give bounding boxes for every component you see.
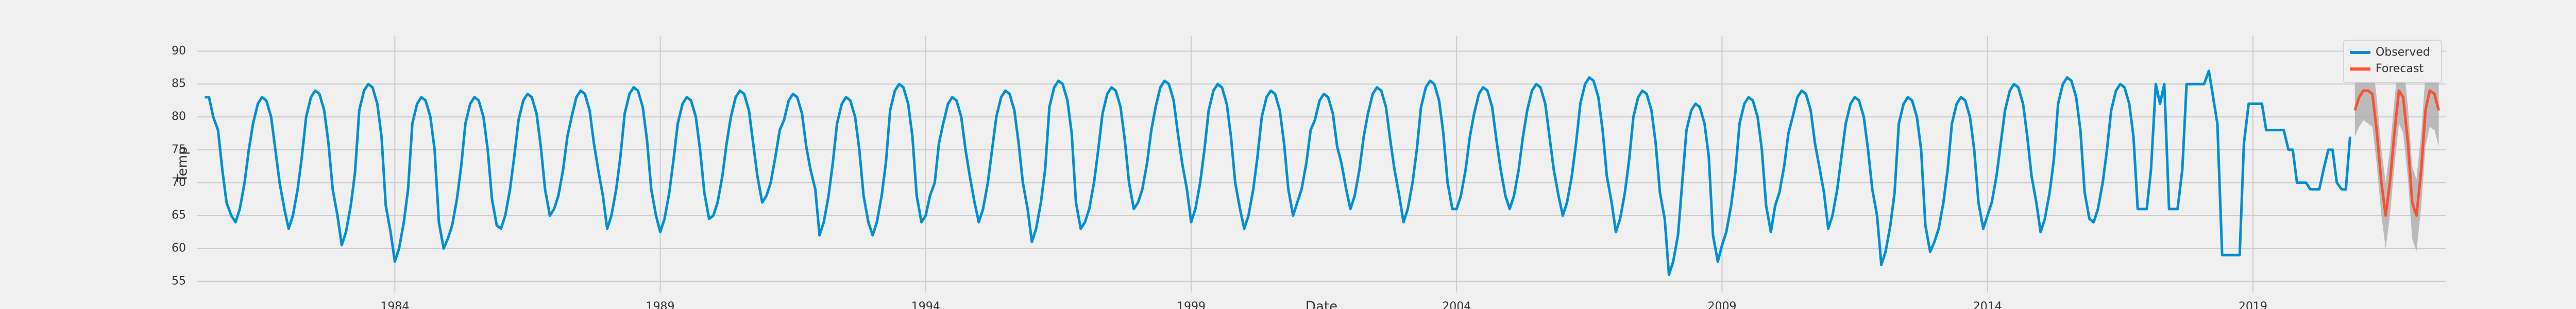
x-tick-label: 1994 (911, 300, 940, 309)
x-tick-label: 1989 (646, 300, 675, 309)
y-tick-label: 65 (172, 209, 186, 222)
y-tick-label: 75 (172, 143, 186, 156)
y-tick-label: 85 (172, 77, 186, 90)
y-tick-label: 55 (172, 274, 186, 287)
y-tick-label: 90 (172, 44, 186, 57)
legend-label: Observed (2376, 46, 2430, 59)
y-tick-label: 60 (172, 242, 186, 254)
legend-label: Forecast (2376, 62, 2424, 75)
series-line (205, 70, 2352, 277)
x-tick-label: 1999 (1177, 300, 1206, 309)
x-tick-label: 2019 (2239, 300, 2267, 309)
x-tick-label: 2004 (1442, 300, 1471, 309)
x-tick-label: 2009 (1707, 300, 1736, 309)
x-tick-label: 2014 (1973, 300, 2002, 309)
y-tick-label: 80 (172, 110, 186, 123)
series-line (2353, 89, 2441, 217)
y-axis-label: Temp (175, 146, 191, 182)
x-tick-label: 1984 (380, 300, 409, 309)
y-tick-label: 70 (172, 176, 186, 189)
legend-box (2343, 40, 2442, 83)
x-axis-label: Date (1306, 299, 1337, 309)
legend: Observed Forecast (2343, 40, 2442, 83)
